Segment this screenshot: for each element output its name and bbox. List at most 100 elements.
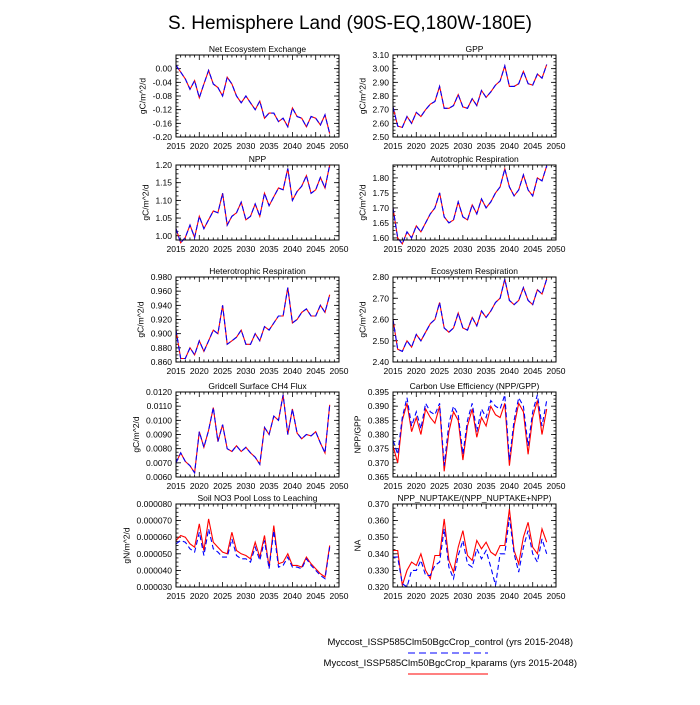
- x-tick-label: 2025: [213, 591, 232, 601]
- series-line-kparams: [393, 508, 548, 586]
- y-tick-label: 0.000050: [137, 549, 173, 559]
- x-tick-label: 2045: [306, 366, 325, 376]
- series-line-kparams: [175, 518, 331, 578]
- x-tick-label: 2040: [283, 481, 302, 491]
- y-tick-label: 3.10: [372, 50, 389, 60]
- x-tick-label: 2040: [283, 141, 302, 151]
- legend-label-kparams: Myccost_ISSP585Clm50BgcCrop_kparams (yrs…: [324, 658, 577, 669]
- x-tick-label: 2050: [330, 244, 349, 254]
- panel-title: Carbon Use Efficiency (NPP/GPP): [410, 381, 540, 391]
- y-tick-label: 0.390: [368, 401, 390, 411]
- panel-2: GPP 2015 2020 2025 2030 2035 2040 2045 2050 2.50 2…: [358, 44, 566, 151]
- panel-4: Autotrophic Respiration 2015 2020 2025 2030 2…: [358, 154, 566, 254]
- x-tick-label: 2025: [213, 141, 232, 151]
- y-tick-label: 2.60: [372, 315, 389, 325]
- panel-title: NPP_NUPTAKE/(NPP_NUPTAKE+NPP): [398, 493, 552, 503]
- series-line-kparams: [175, 287, 331, 360]
- y-tick-label: 0.380: [368, 430, 390, 440]
- x-tick-label: 2040: [283, 591, 302, 601]
- panel-8: Carbon Use Efficiency (NPP/GPP) 2015 2020 2…: [353, 381, 566, 491]
- panel-title: Net Ecosystem Exchange: [209, 44, 307, 54]
- plot-frame: [175, 391, 340, 478]
- y-tick-label: 0.320: [368, 582, 390, 592]
- y-axis-label: gC/m^2/d: [141, 184, 151, 220]
- x-tick-label: 2050: [547, 591, 566, 601]
- x-tick-label: 2020: [407, 481, 426, 491]
- x-tick-label: 2020: [407, 366, 426, 376]
- y-tick-label: -0.08: [153, 91, 173, 101]
- panel-title: NPP: [249, 154, 267, 164]
- y-tick-label: 0.920: [151, 315, 173, 325]
- x-tick-label: 2050: [330, 141, 349, 151]
- x-tick-label: 2035: [477, 481, 496, 491]
- panel-3: NPP 2015 2020 2025 2030 2035 2040 2045 2050 1.00 1…: [141, 154, 349, 254]
- x-tick-label: 2035: [477, 591, 496, 601]
- panel-6: Ecosystem Respiration 2015 2020 2025 2030 203…: [358, 266, 566, 376]
- legend: Myccost_ISSP585Clm50BgcCrop_control (yrs…: [324, 637, 577, 675]
- panel-title: GPP: [466, 44, 484, 54]
- x-tick-label: 2040: [283, 244, 302, 254]
- series-line-control: [392, 278, 548, 353]
- y-tick-label: -0.04: [153, 77, 173, 87]
- panel-1: Net Ecosystem Exchange 2015 2020 2025 2030 20…: [138, 44, 349, 151]
- y-axis-label: NPP/GPP: [353, 415, 363, 453]
- x-tick-label: 2040: [500, 244, 519, 254]
- y-tick-label: 0.0080: [146, 444, 172, 454]
- y-tick-label: 0.000070: [137, 516, 173, 526]
- x-tick-label: 2030: [453, 481, 472, 491]
- x-tick-label: 2025: [430, 481, 449, 491]
- x-tick-label: 2045: [306, 141, 325, 151]
- series-line-kparams: [392, 400, 548, 472]
- x-tick-label: 2025: [430, 366, 449, 376]
- x-tick-label: 2045: [306, 591, 325, 601]
- y-tick-label: 1.00: [155, 231, 172, 241]
- series-line-control: [175, 528, 331, 580]
- series-line-control: [392, 394, 548, 466]
- series-line-control: [175, 394, 331, 475]
- y-tick-label: 0.0120: [146, 387, 172, 397]
- x-tick-label: 2040: [500, 591, 519, 601]
- panel-title: Gridcell Surface CH4 Flux: [208, 381, 307, 391]
- series-line-control: [392, 165, 548, 246]
- y-tick-label: 1.05: [155, 213, 172, 223]
- y-tick-label: 0.370: [368, 458, 390, 468]
- y-tick-label: 2.80: [372, 91, 389, 101]
- x-tick-label: 2030: [453, 141, 472, 151]
- y-axis-label: gC/m^2/d: [131, 416, 141, 452]
- x-tick-label: 2030: [453, 244, 472, 254]
- x-tick-label: 2020: [190, 366, 209, 376]
- y-tick-label: 2.70: [372, 105, 389, 115]
- plot-frame: [175, 503, 340, 588]
- series-line-kparams: [392, 165, 548, 246]
- x-tick-label: 2030: [236, 244, 255, 254]
- y-tick-label: 1.10: [155, 195, 172, 205]
- y-tick-label: 0.940: [151, 300, 173, 310]
- y-tick-label: 2.50: [372, 132, 389, 142]
- x-tick-label: 2035: [260, 244, 279, 254]
- x-tick-label: 2025: [213, 481, 232, 491]
- y-tick-label: 1.60: [372, 233, 389, 243]
- x-tick-label: 2020: [407, 141, 426, 151]
- panel-7: Gridcell Surface CH4 Flux 2015 2020 2025 203…: [131, 381, 349, 491]
- x-tick-label: 2025: [430, 141, 449, 151]
- x-tick-label: 2025: [430, 244, 449, 254]
- x-tick-label: 2020: [190, 244, 209, 254]
- plot-frame: [392, 276, 557, 363]
- y-tick-label: -0.16: [153, 118, 173, 128]
- x-tick-label: 2045: [523, 141, 542, 151]
- y-tick-label: 0.370: [368, 499, 390, 509]
- x-tick-label: 2030: [236, 366, 255, 376]
- x-tick-label: 2035: [477, 244, 496, 254]
- x-tick-label: 2035: [477, 141, 496, 151]
- series-line-control: [175, 164, 331, 244]
- y-tick-label: 0.980: [151, 272, 173, 282]
- x-tick-label: 2050: [547, 366, 566, 376]
- y-tick-label: 0.000040: [137, 565, 173, 575]
- x-tick-label: 2050: [547, 481, 566, 491]
- panel-title: Soil NO3 Pool Loss to Leaching: [197, 493, 317, 503]
- x-tick-label: 2020: [190, 591, 209, 601]
- x-tick-label: 2035: [260, 481, 279, 491]
- y-tick-label: 0.000080: [137, 499, 173, 509]
- x-tick-label: 2050: [330, 481, 349, 491]
- x-tick-label: 2045: [306, 481, 325, 491]
